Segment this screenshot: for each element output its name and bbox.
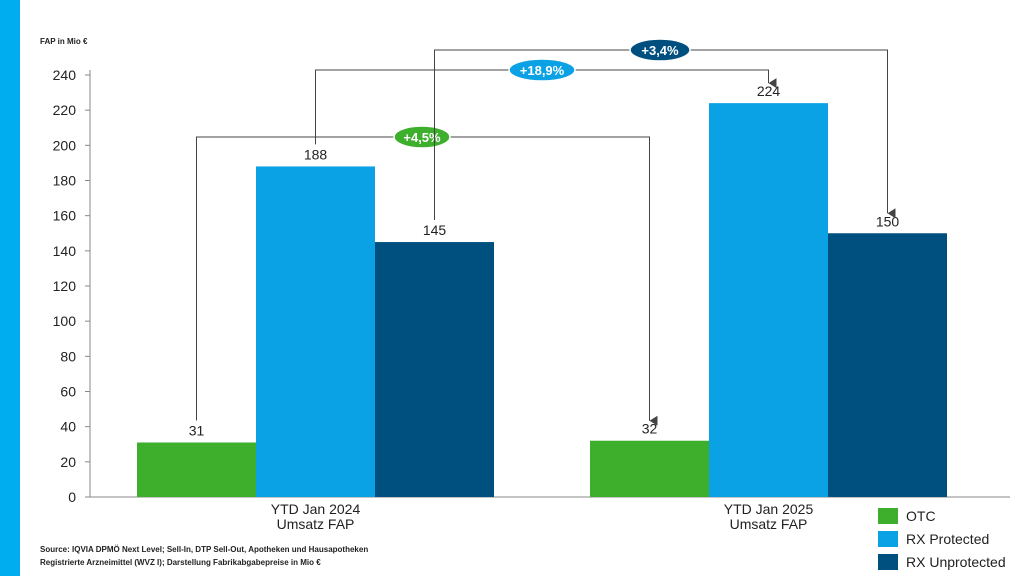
y-tick-label-0: 0 [68,489,76,505]
data-label-rx-unprotected-2: 150 [876,213,900,229]
x-category-label-1-1: YTD Jan 2024 [271,501,361,517]
y-tick-label-60: 60 [60,384,76,400]
bar-rx-unprotected-1 [375,242,494,497]
y-tick-label-200: 200 [53,137,77,153]
legend: OTC RX Protected RX Unprotected [878,505,1006,574]
x-category-label-2-2: Umsatz FAP [730,516,808,532]
y-tick-label-180: 180 [53,173,77,189]
bar-rx-protected-1 [256,166,375,497]
data-label-otc-1: 31 [189,422,205,438]
bar-rx-protected-2 [709,103,828,497]
data-label-rx-protected-2: 224 [757,83,781,99]
legend-label-otc: OTC [906,508,936,524]
legend-swatch-otc [878,508,898,524]
y-tick-label-140: 140 [53,243,77,259]
legend-swatch-rx-protected [878,531,898,547]
bar-rx-unprotected-2 [828,233,947,497]
x-category-label-1-2: Umsatz FAP [277,516,355,532]
source-line-2: Registrierte Arzneimittel (WVZ I); Darst… [40,558,321,567]
legend-label-rx-protected: RX Protected [906,531,990,547]
bar-otc-2 [590,440,709,497]
data-label-rx-unprotected-1: 145 [423,222,447,238]
growth-label-rx-protected: +18,9% [520,63,565,78]
sidebar-accent-bar [0,0,20,576]
legend-item-rx-protected: RX Protected [878,528,1006,550]
y-tick-label-40: 40 [60,419,76,435]
data-label-otc-2: 32 [642,421,658,437]
y-axis-label: FAP in Mio € [40,37,88,46]
growth-label-otc: +4,5% [403,130,441,145]
x-category-label-2-1: YTD Jan 2025 [724,501,814,517]
legend-swatch-rx-unprotected [878,554,898,570]
growth-bubble-rx-unprotected [629,38,691,62]
y-tick-label-240: 240 [53,67,77,83]
y-tick-label-20: 20 [60,454,76,470]
growth-bubble-otc [393,125,451,149]
growth-label-rx-unprotected: +3,4% [641,43,679,58]
y-tick-label-100: 100 [53,313,77,329]
y-tick-label-80: 80 [60,348,76,364]
bar-otc-1 [137,442,256,497]
legend-item-rx-unprotected: RX Unprotected [878,551,1006,573]
y-tick-label-220: 220 [53,102,77,118]
growth-bubble-rx-protected [508,58,576,82]
data-label-rx-protected-1: 188 [304,146,328,162]
legend-item-otc: OTC [878,505,1006,527]
legend-label-rx-unprotected: RX Unprotected [906,554,1006,570]
y-tick-label-160: 160 [53,208,77,224]
source-note: Source: IQVIA DPMÖ Next Level; Sell-In, … [40,543,368,569]
source-line-1: Source: IQVIA DPMÖ Next Level; Sell-In, … [40,545,369,554]
y-tick-label-120: 120 [53,278,77,294]
